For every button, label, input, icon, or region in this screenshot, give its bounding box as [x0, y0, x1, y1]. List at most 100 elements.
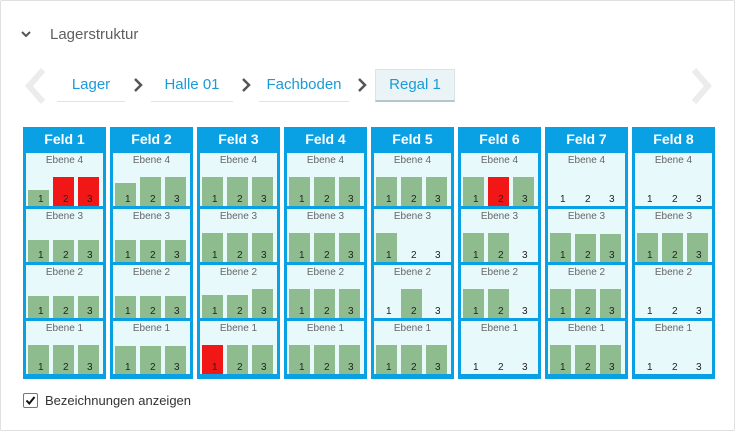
- feld-title[interactable]: Feld 1: [44, 131, 85, 147]
- storage-box-alert[interactable]: [202, 345, 223, 374]
- storage-box[interactable]: [376, 345, 397, 374]
- ebene-shelf[interactable]: Ebene 3 1 2 3: [635, 209, 712, 262]
- storage-box[interactable]: [115, 346, 136, 374]
- storage-box[interactable]: [575, 289, 596, 318]
- storage-box[interactable]: [252, 177, 273, 206]
- ebene-shelf[interactable]: Ebene 1 1 2 3: [113, 321, 190, 374]
- storage-box[interactable]: [28, 296, 49, 318]
- storage-box[interactable]: [575, 345, 596, 374]
- storage-box[interactable]: [140, 346, 161, 374]
- storage-box[interactable]: [165, 240, 186, 262]
- ebene-shelf[interactable]: Ebene 4 1 2 3: [287, 153, 364, 206]
- storage-box[interactable]: [289, 233, 310, 262]
- storage-box[interactable]: [376, 177, 397, 206]
- feld-title[interactable]: Feld 4: [305, 131, 346, 147]
- storage-box[interactable]: [463, 289, 484, 318]
- storage-box[interactable]: [227, 345, 248, 374]
- storage-box[interactable]: [637, 233, 658, 262]
- storage-box[interactable]: [575, 234, 596, 262]
- ebene-shelf[interactable]: Ebene 2 1 2 3: [200, 265, 277, 318]
- ebene-shelf[interactable]: Ebene 1 1 2 3: [287, 321, 364, 374]
- storage-box[interactable]: [550, 289, 571, 318]
- feld-title[interactable]: Feld 8: [653, 131, 694, 147]
- show-labels-option[interactable]: Bezeichnungen anzeigen: [23, 393, 191, 408]
- ebene-shelf[interactable]: Ebene 1 1 2 3: [461, 321, 538, 374]
- storage-box[interactable]: [53, 240, 74, 262]
- storage-box[interactable]: [339, 177, 360, 206]
- storage-box[interactable]: [252, 345, 273, 374]
- storage-box[interactable]: [53, 296, 74, 318]
- chevron-right-icon[interactable]: [688, 67, 714, 105]
- feld-title[interactable]: Feld 3: [218, 131, 259, 147]
- storage-box[interactable]: [78, 296, 99, 318]
- storage-box[interactable]: [28, 240, 49, 262]
- storage-box[interactable]: [227, 233, 248, 262]
- storage-box[interactable]: [488, 233, 509, 262]
- ebene-shelf[interactable]: Ebene 2 1 2 3: [548, 265, 625, 318]
- feld-title[interactable]: Feld 2: [131, 131, 172, 147]
- storage-box[interactable]: [339, 289, 360, 318]
- storage-box[interactable]: [426, 177, 447, 206]
- storage-box[interactable]: [252, 289, 273, 318]
- storage-box[interactable]: [600, 345, 621, 374]
- storage-box[interactable]: [28, 345, 49, 374]
- storage-box[interactable]: [202, 233, 223, 262]
- storage-box[interactable]: [339, 233, 360, 262]
- storage-box[interactable]: [289, 289, 310, 318]
- storage-box[interactable]: [115, 296, 136, 318]
- ebene-shelf[interactable]: Ebene 4 1 2 3: [548, 153, 625, 206]
- feld-title[interactable]: Feld 6: [479, 131, 520, 147]
- storage-box[interactable]: [513, 177, 534, 206]
- ebene-shelf[interactable]: Ebene 2 1 2 3: [374, 265, 451, 318]
- feld-title[interactable]: Feld 5: [392, 131, 433, 147]
- breadcrumb-regal[interactable]: Regal 1: [375, 68, 455, 102]
- storage-box[interactable]: [550, 345, 571, 374]
- storage-box[interactable]: [314, 289, 335, 318]
- ebene-shelf[interactable]: Ebene 4 1 2 3: [461, 153, 538, 206]
- ebene-shelf[interactable]: Ebene 3 1 2 3: [200, 209, 277, 262]
- storage-box[interactable]: [463, 177, 484, 206]
- storage-box[interactable]: [687, 233, 708, 262]
- ebene-shelf[interactable]: Ebene 3 1 2 3: [374, 209, 451, 262]
- ebene-shelf[interactable]: Ebene 2 1 2 3: [113, 265, 190, 318]
- storage-box[interactable]: [165, 346, 186, 374]
- storage-box[interactable]: [550, 233, 571, 262]
- ebene-shelf[interactable]: Ebene 1 1 2 3: [26, 321, 103, 374]
- storage-box[interactable]: [202, 295, 223, 318]
- storage-box[interactable]: [376, 233, 397, 262]
- storage-box[interactable]: [202, 177, 223, 206]
- ebene-shelf[interactable]: Ebene 2 1 2 3: [26, 265, 103, 318]
- storage-box[interactable]: [53, 345, 74, 374]
- ebene-shelf[interactable]: Ebene 4 1 2 3: [374, 153, 451, 206]
- show-labels-checkbox[interactable]: [23, 393, 38, 408]
- breadcrumb-fachboden[interactable]: Fachboden: [259, 69, 349, 102]
- ebene-shelf[interactable]: Ebene 3 1 2 3: [548, 209, 625, 262]
- storage-box[interactable]: [314, 345, 335, 374]
- storage-box[interactable]: [314, 177, 335, 206]
- storage-box-alert[interactable]: [488, 177, 509, 206]
- ebene-shelf[interactable]: Ebene 2 1 2 3: [287, 265, 364, 318]
- chevron-left-icon[interactable]: [23, 67, 49, 105]
- storage-box[interactable]: [115, 240, 136, 262]
- storage-box[interactable]: [463, 233, 484, 262]
- storage-box[interactable]: [227, 177, 248, 206]
- ebene-shelf[interactable]: Ebene 2 1 2 3: [461, 265, 538, 318]
- storage-box[interactable]: [401, 289, 422, 318]
- ebene-shelf[interactable]: Ebene 1 1 2 3: [635, 321, 712, 374]
- ebene-shelf[interactable]: Ebene 3 1 2 3: [113, 209, 190, 262]
- ebene-shelf[interactable]: Ebene 4 1 2 3: [635, 153, 712, 206]
- breadcrumb-lager[interactable]: Lager: [57, 69, 125, 102]
- storage-box[interactable]: [401, 345, 422, 374]
- storage-box[interactable]: [662, 233, 683, 262]
- storage-box[interactable]: [227, 295, 248, 318]
- breadcrumb-halle[interactable]: Halle 01: [151, 69, 233, 102]
- storage-box[interactable]: [115, 183, 136, 206]
- ebene-shelf[interactable]: Ebene 4 1 2 3: [113, 153, 190, 206]
- ebene-shelf[interactable]: Ebene 4 1 2 3: [200, 153, 277, 206]
- storage-box[interactable]: [165, 296, 186, 318]
- storage-box[interactable]: [140, 177, 161, 206]
- storage-box-alert[interactable]: [53, 177, 74, 206]
- chevron-down-icon[interactable]: [19, 27, 33, 41]
- storage-box[interactable]: [289, 177, 310, 206]
- storage-box[interactable]: [28, 190, 49, 206]
